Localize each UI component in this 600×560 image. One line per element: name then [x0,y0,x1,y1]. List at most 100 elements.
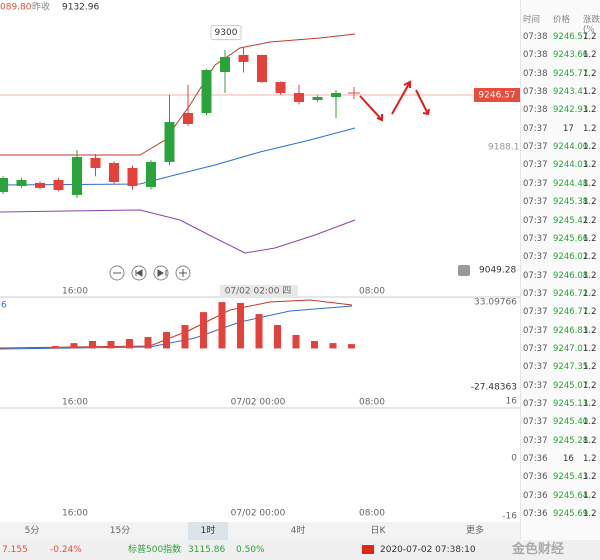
table-cell: 9246.77 [553,307,589,318]
table-cell: 07:37 [523,160,548,171]
table-cell: 1.2 [583,142,597,153]
timeframe-tab[interactable]: 1时 [188,522,228,540]
crosshair-label-box [220,285,298,297]
table-cell: 1.2 [583,123,597,134]
macd-bar [70,343,78,349]
macd-bar [237,302,244,349]
table-cell: 07:37 [523,178,548,189]
table-cell: 16 [563,454,574,465]
table-cell: 9242.93 [553,105,589,116]
table-cell: 1.2 [583,32,597,42]
table-cell: 07:36 [523,509,548,520]
table-cell: 9245.69 [553,509,589,520]
macd-bar [329,343,337,349]
alert-price: 9049.28 [479,266,516,276]
table-cell: 07:38 [523,68,548,79]
candle-body [294,93,304,102]
status-flag [362,545,374,554]
table-cell: 07:38 [523,87,548,98]
table-cell: 1.2 [583,307,597,318]
table-cell: 9244.03 [553,160,589,171]
candle-body [238,54,249,62]
table-cell: 07:37 [523,399,548,409]
table-cell: 1.2 [583,68,597,79]
macd-bar [255,314,263,349]
table-cell: 9244.00 [553,142,589,153]
candle-body [164,122,175,162]
table-cell: 1.2 [583,87,597,98]
table-cell: 1.2 [583,472,597,483]
table-cell: 9245.07 [553,380,589,391]
table-cell: 9246.08 [553,270,589,281]
candle-body [220,57,230,72]
candle-body [257,54,267,83]
table-cell: 1.2 [583,270,597,281]
table-cell: 1.2 [583,215,597,226]
table-cell: 9245.28 [553,435,589,446]
table-cell: 1.2 [583,417,597,428]
x-tick-label: 16:00 [62,287,88,297]
lower-band [0,209,356,254]
candle-body [72,156,82,195]
timeframe-tab[interactable]: 更多 [465,526,484,536]
table-cell: 9247.35 [553,362,589,373]
table-cell: 1.2 [583,343,597,354]
candle-body [127,167,138,186]
table-cell: 1.2 [583,252,597,263]
table-cell: 07:37 [523,233,548,244]
candle-body [312,97,323,101]
macd-bar [218,302,226,349]
table-cell: 07:37 [523,252,548,263]
timeframe-tab[interactable]: 15分 [109,526,131,536]
timeframe-tab[interactable]: 4时 [290,526,306,536]
table-cell: 1.2 [583,105,597,116]
table-cell: 1.2 [583,178,597,189]
table-cell: 07:37 [523,197,548,208]
table-cell: 9245.66 [553,233,589,244]
last-price-box [474,88,520,102]
signal-line [0,305,353,350]
candle-body [16,179,27,186]
candle-body [275,82,286,94]
table-cell: 17 [563,123,574,134]
table-cell: 1.2 [583,160,597,171]
macd-bar [274,325,281,349]
table-cell: 9247.01 [553,343,589,354]
table-cell: 1.2 [583,399,597,409]
status-left-change: -0.24% [50,545,82,555]
table-cell: 1.2 [583,435,597,446]
candle-body [90,157,101,168]
timeframe-tab[interactable]: 5分 [24,526,40,536]
prev-close-label: 昨收 [32,1,50,13]
y-tick-label: 0 [511,454,517,464]
macd-bar [126,339,133,349]
table-cell: 07:37 [523,307,548,318]
table-header: 价格 [553,15,571,25]
table-cell: 1.2 [583,454,597,465]
candle-body [35,182,45,188]
alert-icon[interactable] [458,265,470,276]
candle-body [201,70,212,113]
table-cell: 07:37 [523,288,548,299]
x-tick-label: 07/02 00:00 [231,398,286,408]
y-tick-label: -16 [502,512,517,522]
prev-close: 9132.96 [62,3,99,13]
table-cell: 1.2 [583,197,597,208]
table-cell: 1.2 [583,325,597,336]
candle-body [0,177,8,193]
x-tick-label: 16:00 [62,509,88,519]
table-header: 时间 [523,15,541,25]
table-cell: 07:36 [523,454,548,465]
macd-bar [107,341,115,349]
table-cell: 9245.38 [553,197,589,208]
macd-bar [163,332,170,349]
table-cell: 07:37 [523,362,548,373]
table-cell: 1.2 [583,490,597,501]
candle-body [183,112,193,124]
x-tick-label: 08:00 [359,287,385,297]
macd-top: 33.09766 [474,298,517,308]
table-cell: 07:37 [523,325,548,336]
table-cell: 07:38 [523,105,548,116]
timeframe-tab[interactable]: 日K [370,526,386,536]
